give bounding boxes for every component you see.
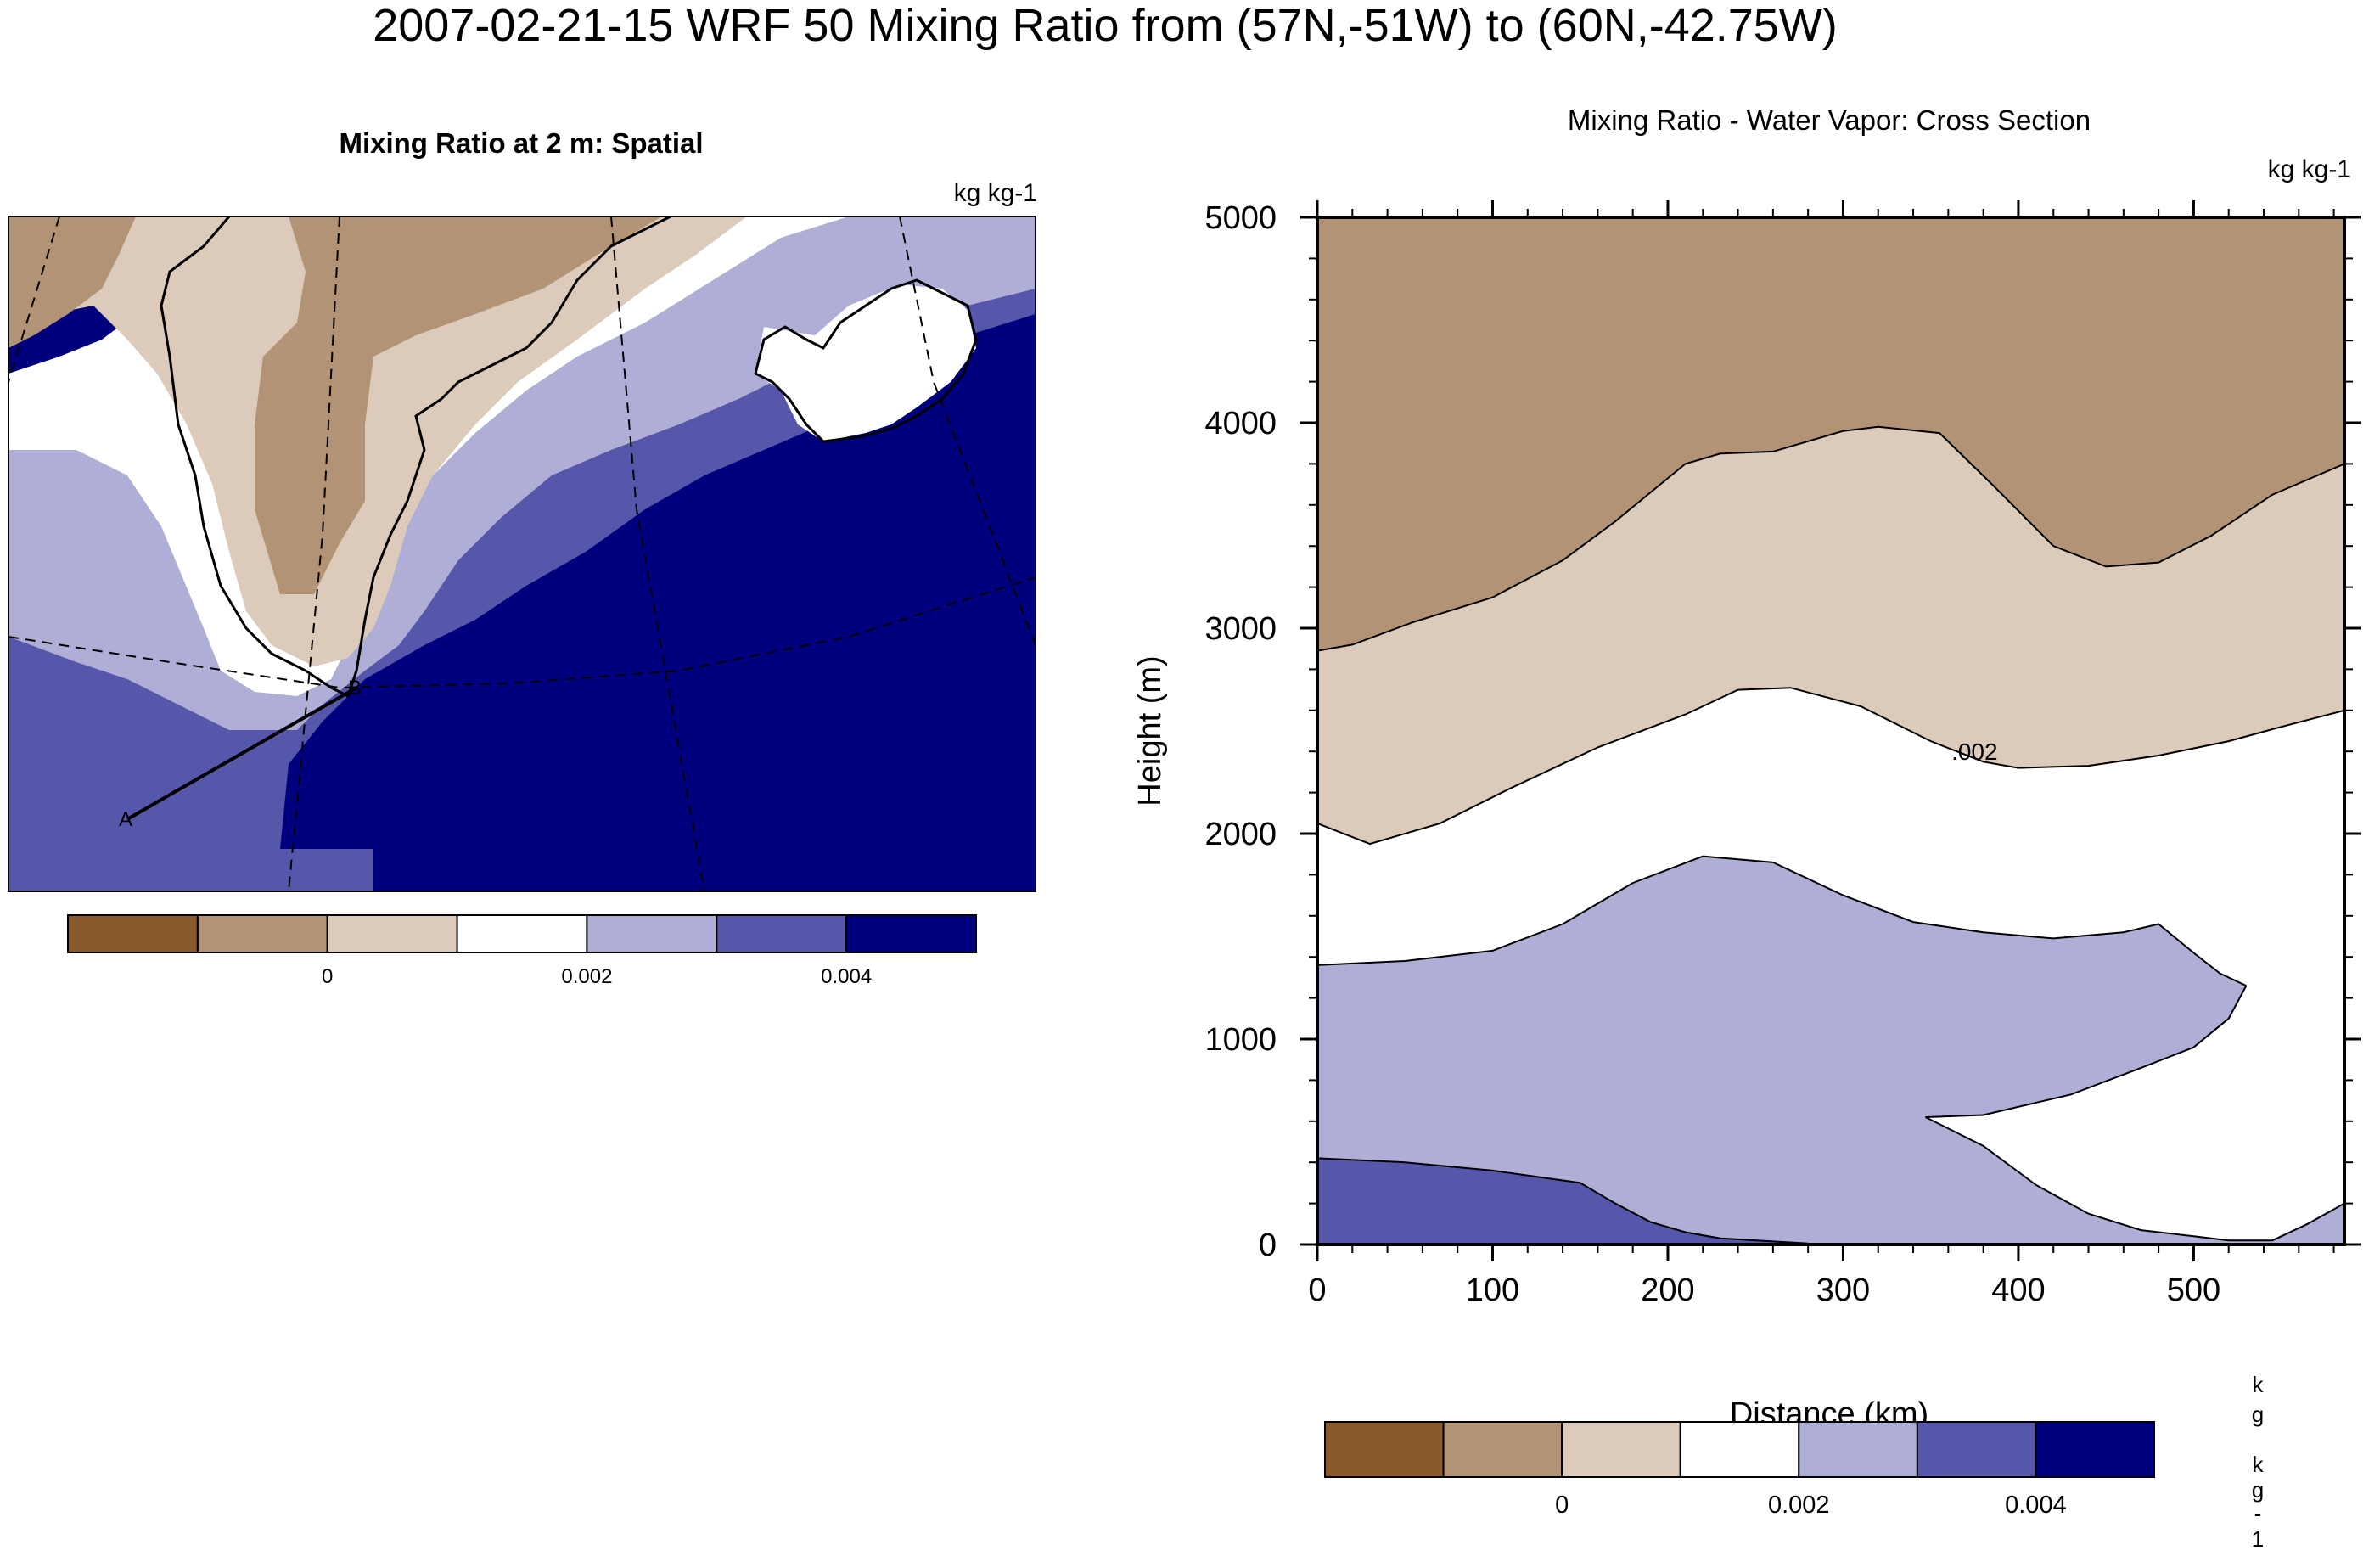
xs-y-tick-label: 2000 — [1204, 817, 1277, 852]
map-coastline-greenland — [160, 216, 671, 699]
xs-x-tick-label: 100 — [1466, 1273, 1519, 1308]
xs-colorbar-swatch — [1916, 1421, 2037, 1478]
map-band-tan — [8, 216, 747, 666]
xs-contour-labels: .002 — [1951, 739, 1998, 765]
xs-y-tick-label: 3000 — [1204, 611, 1277, 647]
xs-colorbar-tick-label: 0 — [1555, 1492, 1569, 1519]
xs-colorbar-swatch — [1442, 1421, 1563, 1478]
xs-colorbar-swatch — [1679, 1421, 1800, 1478]
spatial-map-frame — [8, 216, 1036, 892]
xs-colorbar-units-char: g — [2252, 1477, 2264, 1503]
figure-title: 2007-02-21-15 WRF 50 Mixing Ratio from (… — [373, 0, 1838, 51]
xs-colorbar-units-char: g — [2252, 1402, 2264, 1427]
transect-label-a: A — [119, 808, 132, 831]
xs-y-tick-label: 0 — [1259, 1228, 1277, 1263]
spatial-colorbar-swatch — [716, 914, 848, 953]
xs-x-tick-label: 0 — [1308, 1273, 1326, 1308]
xs-contour-line — [1317, 1157, 1809, 1245]
xs-contour-line — [1317, 687, 2344, 846]
spatial-colorbar-swatch — [586, 914, 718, 953]
transect-line — [126, 686, 357, 821]
xs-x-tick-label: 300 — [1816, 1273, 1870, 1308]
xs-contour-line — [1925, 985, 2344, 1242]
xs-band-0.003-0.004 — [1317, 856, 2344, 1245]
xs-contour-label: .002 — [1951, 739, 1998, 765]
xs-contour-fill — [1317, 217, 2344, 1245]
spatial-colorbar-tick-label: 0.004 — [821, 965, 872, 988]
spatial-colorbar-tick-label: 0.002 — [561, 965, 612, 988]
xs-colorbar-tick-label: 0.004 — [2005, 1492, 2067, 1519]
xs-x-tick-label: 400 — [1991, 1273, 2045, 1308]
xs-colorbar-units-char: 1 — [2252, 1526, 2264, 1552]
xs-x-tick-label: 200 — [1641, 1273, 1694, 1308]
xs-colorbar: 0 0.002 0.004 — [1324, 1421, 2155, 1519]
xs-contour-line — [1317, 855, 2247, 987]
spatial-colorbar-swatch — [196, 914, 328, 953]
transect-label-b: B — [348, 677, 362, 700]
xs-colorbar-units-char: k — [2253, 1372, 2265, 1397]
map-coastline-iceland — [754, 278, 978, 443]
xs-colorbar-swatch — [1561, 1421, 1681, 1478]
cross-section-panel: Mixing Ratio - Water Vapor: Cross Sectio… — [1132, 104, 2361, 1552]
spatial-title: Mixing Ratio at 2 m: Spatial — [339, 127, 703, 159]
map-band-brown-2 — [255, 216, 662, 594]
spatial-units: kg kg-1 — [954, 179, 1037, 207]
xs-title: Mixing Ratio - Water Vapor: Cross Sectio… — [1568, 104, 2091, 136]
spatial-colorbar-swatch — [456, 914, 588, 953]
spatial-colorbar-swatch — [67, 914, 199, 953]
map-band-brown — [8, 216, 136, 348]
xs-colorbar-units-char: - — [2254, 1501, 2262, 1526]
xs-plot-frame — [1316, 216, 2346, 1246]
xs-band-0.004-0.005 — [1317, 1158, 1809, 1245]
xs-colorbar-units-char: k — [2253, 1452, 2265, 1477]
spatial-colorbar-swatch — [326, 914, 458, 953]
xs-colorbar-swatch — [1798, 1421, 1918, 1478]
map-gridlines — [8, 216, 1036, 891]
xs-colorbar-tick-label: 0.002 — [1768, 1492, 1830, 1519]
xs-y-tick-label: 4000 — [1204, 406, 1277, 441]
spatial-colorbar: 0 0.002 0.004 — [67, 914, 978, 988]
spatial-colorbar-swatch — [845, 914, 978, 953]
xs-colorbar-swatch — [1324, 1421, 1445, 1478]
xs-contour-lines — [1317, 425, 2344, 1245]
xs-contour-line — [1317, 425, 2344, 652]
xs-units: kg kg-1 — [2268, 155, 2351, 183]
xs-x-tick-label: 500 — [2167, 1273, 2220, 1308]
xs-y-tick-label: 1000 — [1204, 1022, 1277, 1058]
xs-colorbar-swatch — [2035, 1421, 2155, 1478]
spatial-map: A B — [8, 216, 1036, 891]
spatial-panel: Mixing Ratio at 2 m: Spatial kg kg-1 A B — [8, 127, 1037, 988]
xs-ylabel: Height (m) — [1132, 655, 1168, 806]
spatial-colorbar-tick-label: 0 — [322, 965, 333, 988]
xs-y-tick-label: 5000 — [1204, 200, 1277, 236]
